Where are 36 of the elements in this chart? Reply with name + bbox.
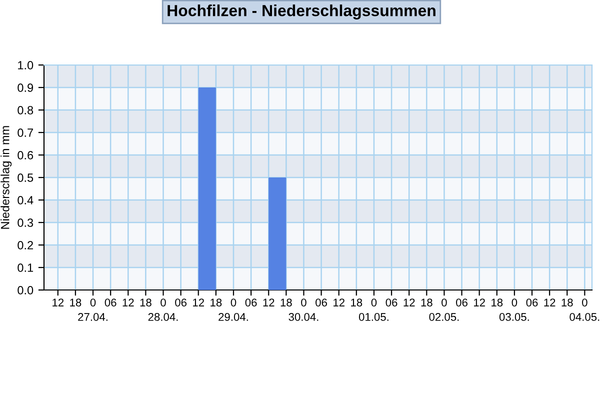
y-axis-title: Niederschlag in mm <box>0 126 12 229</box>
y-tick-label: 0.1 <box>18 264 34 272</box>
y-tick-label: 0.7 <box>18 128 33 137</box>
y-tick-label: 0.8 <box>18 106 34 114</box>
x-tick-label: 06 <box>456 298 468 306</box>
y-tick-label: 0.6 <box>18 151 34 160</box>
y-tick-label: 1.0 <box>18 61 34 70</box>
x-tick-label: 12 <box>544 298 556 306</box>
x-tick-label: 06 <box>104 298 116 306</box>
x-tick-label: 18 <box>280 298 292 306</box>
x-tick-label: 06 <box>526 298 538 306</box>
x-tick-label: 12 <box>263 298 274 306</box>
x-tick-label: 12 <box>334 298 344 306</box>
x-tick-label: 18 <box>140 298 152 306</box>
x-tick-label: 06 <box>316 298 327 306</box>
x-tick-label: 18 <box>351 298 362 306</box>
x-tick-label: 12 <box>193 298 204 306</box>
x-tick-label: 06 <box>175 298 187 306</box>
x-tick-label: 18 <box>562 298 573 306</box>
x-tick-label: 12 <box>122 298 134 306</box>
x-tick-label: 18 <box>70 298 82 306</box>
x-tick-label: 12 <box>404 298 415 306</box>
x-tick-label: 12 <box>474 298 485 306</box>
x-tick-label: 12 <box>52 298 64 306</box>
x-tick-label: 06 <box>245 298 257 306</box>
y-tick-label: 0.5 <box>18 174 34 182</box>
x-tick-label: 18 <box>421 298 432 306</box>
y-tick-label: 0.4 <box>18 196 34 204</box>
x-tick-label: 06 <box>386 298 398 306</box>
x-tick-label: 18 <box>210 298 222 306</box>
y-tick-label: 0.2 <box>18 241 33 250</box>
y-tick-label: 0.0 <box>18 286 34 294</box>
y-tick-label: 0.9 <box>18 84 34 92</box>
y-tick-label: 0.3 <box>18 218 34 227</box>
x-tick-label: 18 <box>492 298 503 306</box>
chart-title: Hochfilzen - Niederschlagssummen <box>168 4 436 20</box>
